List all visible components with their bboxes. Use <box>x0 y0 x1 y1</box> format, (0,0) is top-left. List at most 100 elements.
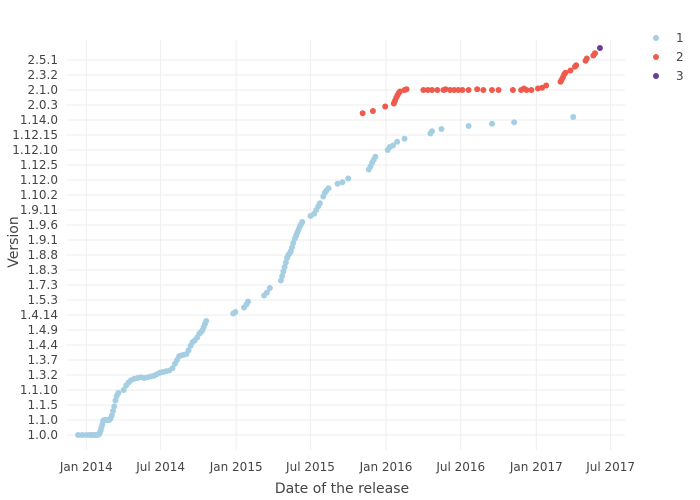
data-point <box>488 87 495 93</box>
data-point <box>299 219 306 225</box>
data-point <box>455 87 462 93</box>
legend-label: 2 <box>676 50 684 64</box>
data-point <box>511 119 518 126</box>
data-point <box>465 87 472 93</box>
data-point <box>495 87 502 93</box>
data-point <box>573 62 580 69</box>
y-tick-label: 1.8.3 <box>27 263 58 277</box>
x-tick-label: Jul 2017 <box>585 460 635 474</box>
y-tick-label: 1.5.3 <box>27 293 58 307</box>
data-point <box>403 86 410 93</box>
legend[interactable]: 1 2 3 <box>653 31 684 83</box>
data-point <box>442 86 449 93</box>
data-point <box>316 200 323 207</box>
y-tick-label: 2.1.0 <box>27 83 58 97</box>
data-point <box>523 87 530 93</box>
y-tick-label: 1.7.3 <box>27 278 58 292</box>
data-point <box>263 289 270 296</box>
data-point <box>570 114 577 120</box>
data-point <box>115 390 122 396</box>
y-tick-label: 1.3.2 <box>27 368 58 382</box>
data-point <box>289 244 296 251</box>
data-point <box>429 128 436 135</box>
y-tick-label: 1.4.9 <box>27 323 58 337</box>
data-point <box>75 432 82 438</box>
data-point <box>567 67 574 74</box>
data-point <box>401 135 408 142</box>
y-tick-label: 1.4.14 <box>20 308 58 322</box>
y-tick-label: 2.0.3 <box>27 98 58 112</box>
data-point <box>169 365 176 372</box>
data-point <box>290 240 297 246</box>
data-point <box>543 82 550 89</box>
y-tick-label: 1.12.5 <box>20 158 58 172</box>
y-tick-label: 1.12.15 <box>12 128 58 142</box>
data-point <box>509 87 516 93</box>
y-tick-label: 2.3.2 <box>27 68 58 82</box>
data-point <box>266 285 273 291</box>
data-point <box>369 108 376 114</box>
data-point <box>434 87 441 93</box>
data-point <box>111 403 118 410</box>
y-tick-label: 1.12.10 <box>12 143 58 157</box>
data-point <box>465 123 472 129</box>
data-point <box>429 87 436 93</box>
y-tick-label: 1.9.1 <box>27 233 58 247</box>
legend-marker <box>653 35 659 41</box>
data-point <box>583 55 590 62</box>
data-point <box>394 138 401 145</box>
x-tick-label: Jul 2014 <box>135 460 185 474</box>
x-tick-label: Jul 2015 <box>285 460 335 474</box>
data-point <box>390 142 397 149</box>
data-point <box>79 432 86 438</box>
x-tick-label: Jan 2016 <box>359 460 413 474</box>
data-points <box>75 45 603 438</box>
data-point <box>528 87 535 93</box>
data-point <box>108 412 115 419</box>
data-point <box>120 387 127 393</box>
data-point <box>185 347 192 354</box>
y-tick-label: 1.9.6 <box>27 218 58 232</box>
x-gridlines <box>85 40 612 450</box>
data-point <box>474 86 481 93</box>
y-tick-label: 1.12.0 <box>20 173 58 187</box>
y-axis-ticks: 1.0.01.1.01.1.51.1.101.3.21.3.71.4.41.4.… <box>12 53 58 442</box>
data-point <box>420 87 427 93</box>
data-point <box>480 87 487 93</box>
data-point <box>245 298 252 305</box>
y-tick-label: 1.4.4 <box>27 338 58 352</box>
y-axis-title: Version <box>6 216 22 267</box>
x-tick-label: Jan 2015 <box>209 460 263 474</box>
data-point <box>280 268 287 275</box>
data-point <box>334 180 341 187</box>
data-point <box>232 309 239 315</box>
legend-item-2[interactable]: 2 <box>653 50 684 64</box>
data-point <box>282 259 289 266</box>
y-tick-label: 1.3.7 <box>27 353 58 367</box>
data-point <box>112 397 119 404</box>
y-tick-label: 1.14.0 <box>20 113 58 127</box>
x-tick-label: Jan 2017 <box>509 460 563 474</box>
legend-item-3[interactable]: 3 <box>653 69 684 83</box>
data-point <box>372 153 379 160</box>
y-tick-label: 1.8.8 <box>27 248 58 262</box>
y-tick-label: 1.10.2 <box>20 188 58 202</box>
y-tick-label: 1.0.0 <box>27 428 58 442</box>
y-gridlines <box>67 59 625 436</box>
y-tick-label: 1.1.0 <box>27 413 58 427</box>
x-tick-label: Jul 2016 <box>435 460 485 474</box>
data-point <box>345 175 352 182</box>
data-point <box>109 408 116 414</box>
data-point <box>281 264 288 270</box>
legend-item-1[interactable]: 1 <box>653 31 684 45</box>
series-2 <box>359 50 599 117</box>
data-point <box>359 110 366 117</box>
data-point <box>592 50 599 57</box>
data-point <box>424 87 431 93</box>
data-point <box>447 87 454 93</box>
legend-marker <box>653 54 659 60</box>
x-axis-ticks: Jan 2014 Jul 2014 Jan 2015 Jul 2015 Jan 2016… <box>59 460 635 474</box>
data-point <box>325 185 332 192</box>
legend-marker <box>653 73 659 79</box>
